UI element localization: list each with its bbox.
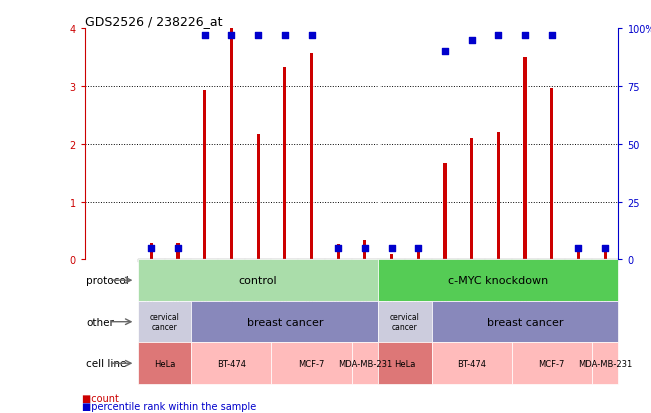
- Text: cervical
cancer: cervical cancer: [150, 312, 180, 332]
- Point: [333, 245, 344, 252]
- Point: [387, 245, 397, 252]
- Point: [466, 37, 477, 44]
- Text: breast cancer: breast cancer: [487, 317, 563, 327]
- Bar: [165, 260, 191, 262]
- Point: [440, 49, 450, 55]
- Bar: [138, 301, 191, 343]
- Text: ■: ■: [81, 393, 90, 403]
- Point: [146, 245, 157, 252]
- Bar: [470, 139, 473, 260]
- Text: MDA-MB-231: MDA-MB-231: [578, 359, 632, 368]
- Text: HeLa: HeLa: [395, 359, 415, 368]
- Bar: [432, 343, 512, 384]
- Point: [200, 33, 210, 39]
- Text: count: count: [85, 393, 118, 403]
- Bar: [138, 343, 191, 384]
- Point: [547, 33, 557, 39]
- Point: [520, 33, 531, 39]
- Bar: [191, 343, 271, 384]
- Bar: [310, 54, 313, 260]
- Bar: [592, 260, 618, 262]
- Bar: [378, 260, 405, 262]
- Text: control: control: [239, 275, 277, 285]
- Bar: [203, 91, 206, 260]
- Bar: [218, 260, 245, 262]
- Text: c-MYC knockdown: c-MYC knockdown: [449, 275, 548, 285]
- Text: cervical
cancer: cervical cancer: [390, 312, 420, 332]
- Point: [573, 245, 583, 252]
- Text: MCF-7: MCF-7: [538, 359, 565, 368]
- Bar: [352, 260, 378, 262]
- Bar: [378, 301, 432, 343]
- Bar: [138, 260, 378, 301]
- Text: MCF-7: MCF-7: [298, 359, 325, 368]
- Text: cell line: cell line: [86, 358, 126, 368]
- Bar: [325, 260, 352, 262]
- Bar: [512, 343, 592, 384]
- Bar: [191, 260, 218, 262]
- Bar: [298, 260, 325, 262]
- Bar: [352, 343, 378, 384]
- Bar: [432, 301, 618, 343]
- Bar: [405, 260, 432, 262]
- Point: [253, 33, 263, 39]
- Bar: [497, 133, 500, 260]
- Text: BT-474: BT-474: [217, 359, 246, 368]
- Bar: [485, 260, 512, 262]
- Bar: [283, 68, 286, 260]
- Bar: [191, 301, 378, 343]
- Point: [493, 33, 504, 39]
- Bar: [577, 250, 580, 260]
- Bar: [538, 260, 565, 262]
- Text: breast cancer: breast cancer: [247, 317, 323, 327]
- Bar: [363, 241, 367, 260]
- Bar: [417, 250, 420, 260]
- Text: other: other: [86, 317, 114, 327]
- Bar: [432, 260, 458, 262]
- Text: ■: ■: [81, 401, 90, 411]
- Bar: [378, 343, 432, 384]
- Bar: [176, 244, 180, 260]
- Bar: [271, 343, 352, 384]
- Bar: [512, 260, 538, 262]
- Bar: [550, 88, 553, 260]
- Text: protocol: protocol: [86, 275, 129, 285]
- Bar: [458, 260, 485, 262]
- Text: percentile rank within the sample: percentile rank within the sample: [85, 401, 256, 411]
- Bar: [271, 260, 298, 262]
- Point: [600, 245, 610, 252]
- Text: MDA-MB-231: MDA-MB-231: [338, 359, 392, 368]
- Point: [413, 245, 423, 252]
- Bar: [443, 164, 447, 260]
- Bar: [603, 248, 607, 260]
- Text: BT-474: BT-474: [457, 359, 486, 368]
- Point: [227, 33, 237, 39]
- Bar: [523, 58, 527, 260]
- Bar: [378, 260, 618, 301]
- Bar: [138, 260, 165, 262]
- Point: [280, 33, 290, 39]
- Bar: [256, 135, 260, 260]
- Point: [173, 245, 184, 252]
- Text: GDS2526 / 238226_at: GDS2526 / 238226_at: [85, 15, 222, 28]
- Bar: [565, 260, 592, 262]
- Bar: [150, 244, 153, 260]
- Point: [359, 245, 370, 252]
- Bar: [230, 29, 233, 260]
- Text: HeLa: HeLa: [154, 359, 175, 368]
- Bar: [337, 244, 340, 260]
- Point: [307, 33, 317, 39]
- Bar: [245, 260, 271, 262]
- Bar: [390, 254, 393, 260]
- Bar: [592, 343, 618, 384]
